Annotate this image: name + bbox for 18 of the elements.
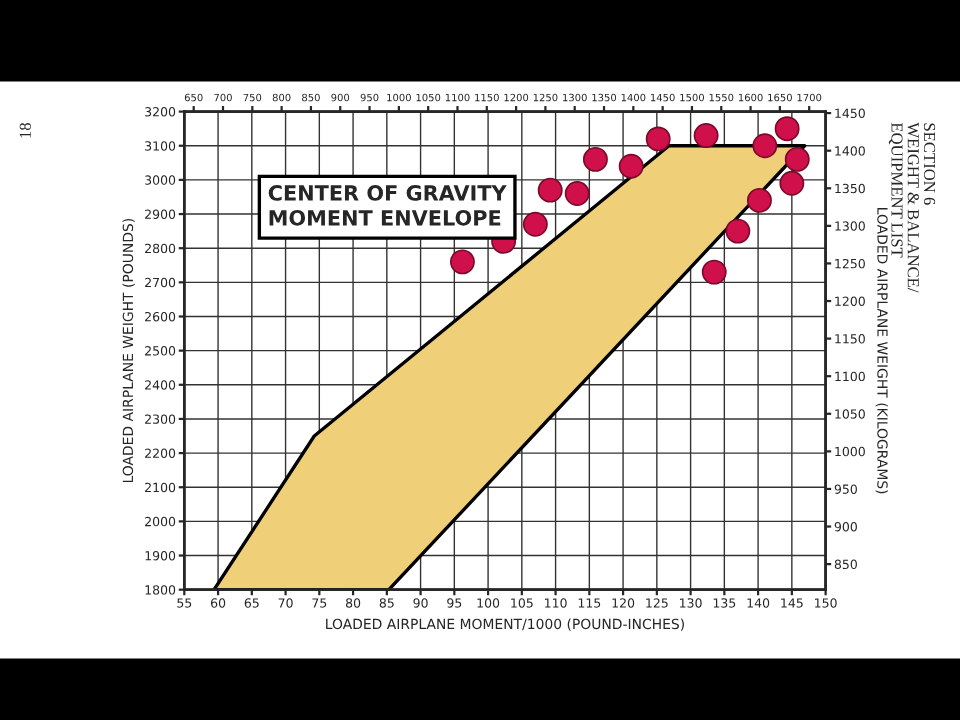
text: SECTION 6 WEIGHT & BALANCE/ EQUIPMENT LIST [888,122,936,293]
text: CENTER OF GRAVITY MOMENT ENVELOPE [268,185,507,226]
point [774,116,800,142]
point [779,170,805,196]
point [645,126,671,152]
point [752,133,778,159]
point [725,218,751,244]
point [582,146,608,172]
point [693,123,719,148]
point [537,177,563,203]
point [564,181,590,207]
text: 18 [19,123,31,138]
point [522,211,548,237]
point [746,187,772,213]
point [784,146,810,172]
point [701,259,727,285]
point [449,249,475,275]
point [618,153,644,179]
